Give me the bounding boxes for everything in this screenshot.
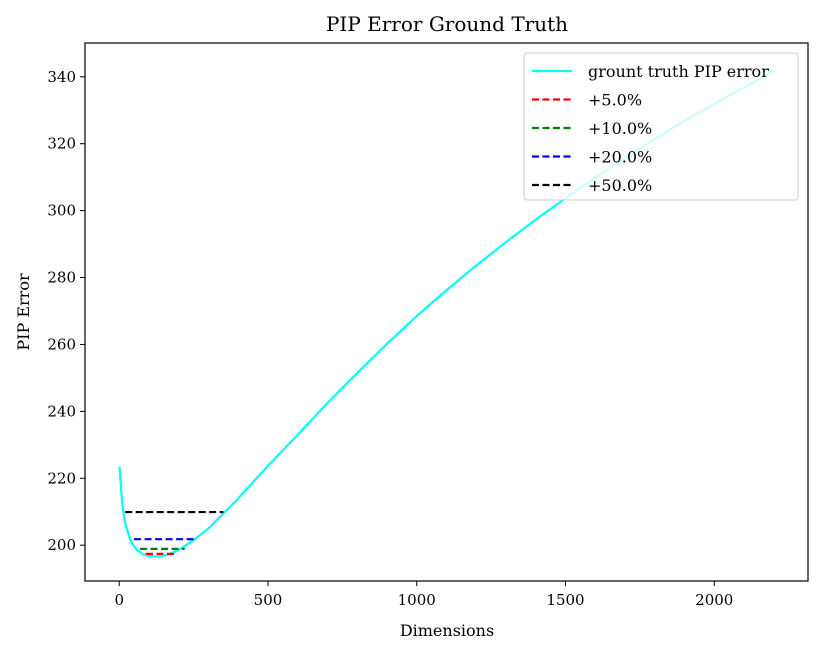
x-tick-label: 2000	[695, 591, 733, 609]
x-axis-ticks: 0 500 1000 1500 2000	[114, 581, 733, 609]
y-tick-label: 320	[47, 135, 76, 153]
y-tick-label: 240	[47, 402, 76, 420]
y-tick-label: 300	[47, 202, 76, 220]
x-tick-label: 1500	[546, 591, 584, 609]
legend-label: grount truth PIP error	[588, 62, 769, 81]
legend-label: +10.0%	[588, 119, 652, 138]
x-axis-label: Dimensions	[400, 621, 494, 640]
y-axis-label: PIP Error	[14, 273, 33, 351]
legend-label: +50.0%	[588, 176, 652, 195]
y-tick-label: 200	[47, 536, 76, 554]
y-tick-label: 340	[47, 68, 76, 86]
x-tick-label: 500	[254, 591, 283, 609]
legend-label: +20.0%	[588, 148, 652, 167]
plot-frame	[84, 42, 809, 582]
legend: grount truth PIP error +5.0% +10.0% +20.0% +…	[523, 52, 799, 201]
y-tick-label: 220	[47, 469, 76, 487]
y-tick-label: 280	[47, 269, 76, 287]
x-tick-label: 1000	[398, 591, 436, 609]
legend-label: +5.0%	[588, 91, 642, 110]
legend-box	[523, 52, 799, 201]
y-tick-label: 260	[47, 335, 76, 353]
legend-entries: grount truth PIP error +5.0% +10.0% +20.0% +…	[532, 62, 769, 195]
y-axis-ticks: 200 220 240 260 280 300 320 340	[47, 68, 85, 554]
chart-title: PIP Error Ground Truth	[326, 12, 568, 36]
x-tick-label: 0	[114, 591, 124, 609]
